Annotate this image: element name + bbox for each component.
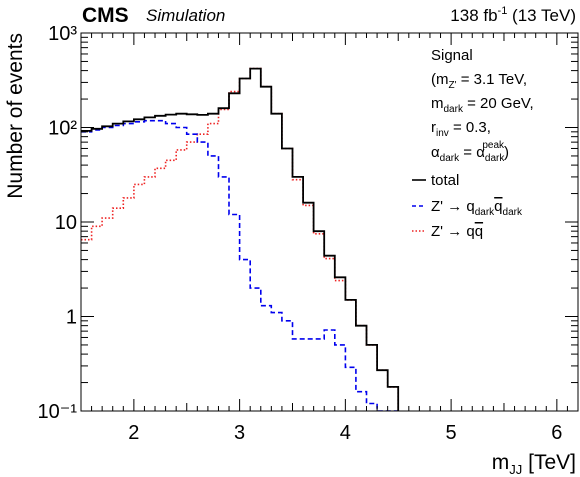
series-layer	[81, 67, 400, 411]
legend: total Z' → qdarkqdark Z' → qq	[412, 172, 523, 240]
y-tick-label: 10³	[48, 23, 77, 45]
legend-rinv: rinv = 0.3,	[431, 119, 491, 139]
y-tick-label: 10	[55, 212, 77, 234]
legend-mdark: mdark = 20 GeV,	[431, 95, 534, 115]
x-tick-label: 2	[128, 422, 139, 444]
series-line-solid	[81, 67, 400, 411]
x-tick-label: 6	[551, 422, 562, 444]
x-tick-label: 5	[446, 422, 457, 444]
x-tick-label: 3	[234, 422, 245, 444]
legend-label-qq: Z' → qq	[431, 223, 483, 240]
legend-label-total: total	[431, 172, 459, 189]
legend-mzp: (mZ' = 3.1 TeV,	[431, 71, 527, 91]
series-line-dashed	[81, 119, 399, 411]
x-tick-label: 4	[340, 422, 351, 444]
x-axis-title: mJJ [TeV]	[492, 451, 576, 477]
series-line-dotted	[81, 67, 399, 411]
legend-label-dark: Z' → qdarkqdark	[431, 198, 523, 218]
y-tick-label: 1	[66, 307, 77, 329]
simulation-label: Simulation	[146, 6, 225, 25]
plot-frame	[80, 32, 579, 412]
y-tick-label: 10²	[48, 118, 77, 140]
tick-layer: 2 3 4 5 6 10⁻¹ 1 10 10² 10³	[38, 23, 579, 444]
legend-info: Signal (mZ' = 3.1 TeV, mdark = 20 GeV, r…	[431, 47, 534, 164]
legend-title: Signal	[431, 47, 473, 64]
y-tick-label: 10⁻¹	[38, 401, 78, 423]
y-axis-title: Number of events	[4, 33, 27, 199]
cms-label: CMS	[82, 4, 129, 27]
legend-alpha: αdark = αdarkpeak)	[431, 140, 509, 164]
luminosity-label: 138 fb-1 (13 TeV)	[450, 5, 576, 25]
